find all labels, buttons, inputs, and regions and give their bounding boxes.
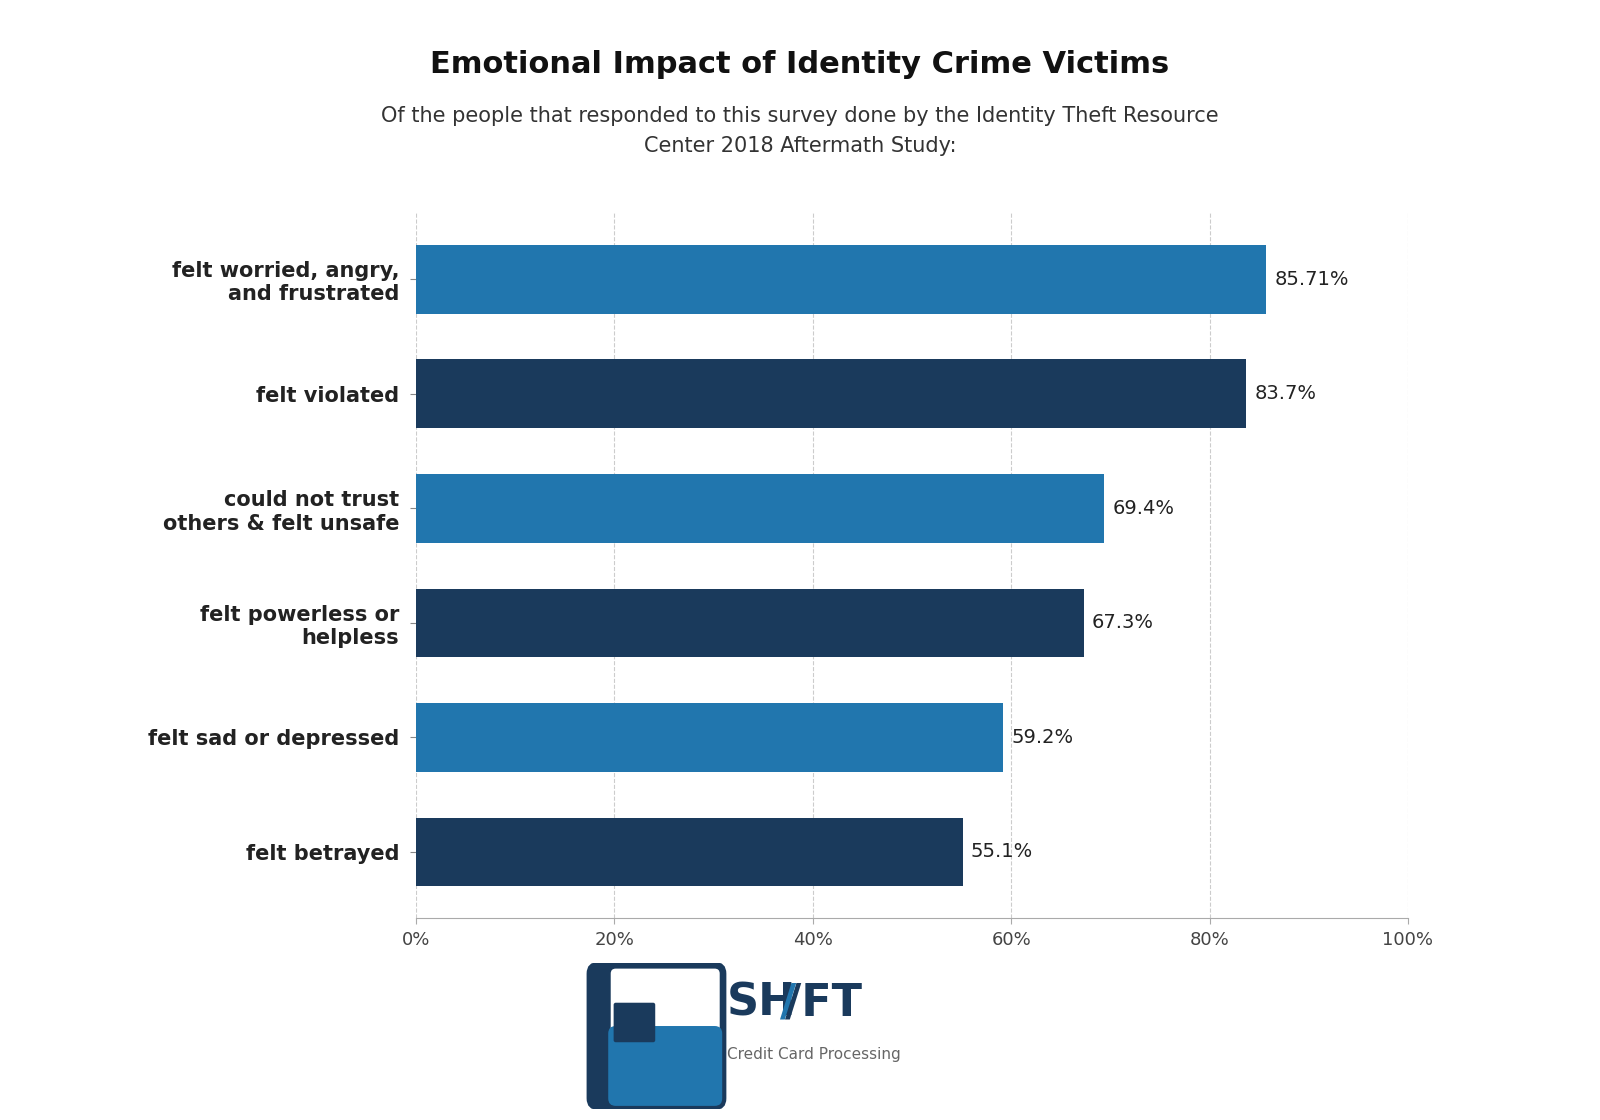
Text: Emotional Impact of Identity Crime Victims: Emotional Impact of Identity Crime Victi… (430, 50, 1170, 80)
Text: Credit Card Processing: Credit Card Processing (726, 1047, 901, 1062)
Bar (416, 703, 1003, 772)
Text: Of the people that responded to this survey done by the Identity Theft Resource
: Of the people that responded to this sur… (381, 106, 1219, 156)
FancyBboxPatch shape (608, 1026, 722, 1105)
Text: SH: SH (726, 981, 797, 1024)
Bar (416, 474, 1104, 543)
Bar (656, 1029, 718, 1099)
FancyBboxPatch shape (587, 962, 726, 1110)
FancyBboxPatch shape (611, 969, 720, 1046)
FancyBboxPatch shape (614, 1002, 656, 1043)
Bar (416, 818, 963, 886)
Text: 69.4%: 69.4% (1112, 498, 1174, 517)
Text: /FT: /FT (784, 981, 862, 1024)
Bar (416, 360, 1246, 428)
Bar (416, 245, 1266, 314)
Text: 85.71%: 85.71% (1274, 270, 1349, 289)
Bar (416, 588, 1083, 657)
Text: 55.1%: 55.1% (971, 842, 1032, 861)
Text: 67.3%: 67.3% (1091, 614, 1154, 633)
Text: /: / (779, 981, 795, 1024)
Text: 83.7%: 83.7% (1254, 384, 1317, 403)
Text: 59.2%: 59.2% (1011, 728, 1074, 747)
